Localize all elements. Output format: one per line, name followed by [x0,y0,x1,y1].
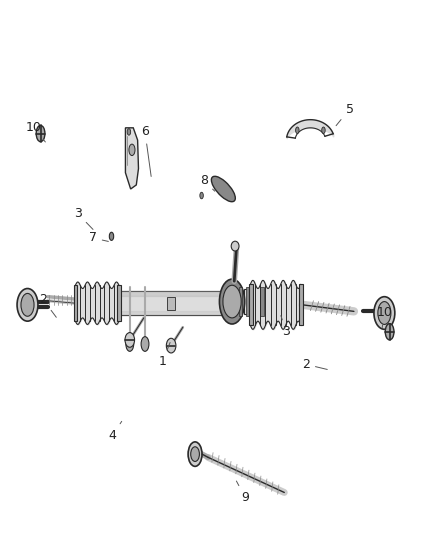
Text: 8: 8 [200,174,215,191]
Text: 7: 7 [89,231,108,245]
Ellipse shape [212,176,235,201]
Ellipse shape [17,288,38,321]
Ellipse shape [374,297,395,329]
Text: 10: 10 [376,306,392,328]
Ellipse shape [188,442,202,466]
Polygon shape [125,128,138,189]
Ellipse shape [296,127,299,134]
Ellipse shape [166,338,176,353]
Text: 10: 10 [26,122,46,142]
Ellipse shape [21,294,34,316]
Ellipse shape [36,125,45,142]
Bar [244,289,251,314]
Ellipse shape [322,127,325,134]
Ellipse shape [223,285,241,318]
Ellipse shape [126,337,134,351]
Ellipse shape [129,144,135,156]
Text: 2: 2 [302,358,327,371]
Ellipse shape [219,279,245,324]
Text: 5: 5 [336,102,353,126]
Bar [117,285,120,321]
Bar [249,285,253,325]
Text: 4: 4 [109,422,122,442]
Text: 3: 3 [281,316,290,338]
Ellipse shape [141,337,149,351]
Ellipse shape [125,333,134,348]
Bar [260,287,264,316]
Bar [246,287,250,316]
Bar [239,287,242,316]
Bar [299,285,303,325]
Ellipse shape [378,302,391,325]
Text: 3: 3 [74,207,93,229]
Text: 2: 2 [39,293,57,317]
Bar [74,285,77,321]
Bar [119,291,232,316]
Ellipse shape [127,128,131,135]
Ellipse shape [191,447,199,462]
Ellipse shape [110,232,114,240]
Ellipse shape [385,324,394,340]
Text: 1: 1 [159,343,170,368]
Bar [167,297,175,310]
Ellipse shape [231,241,239,251]
Text: 9: 9 [237,481,249,504]
Text: 6: 6 [141,125,151,176]
Ellipse shape [200,192,203,199]
